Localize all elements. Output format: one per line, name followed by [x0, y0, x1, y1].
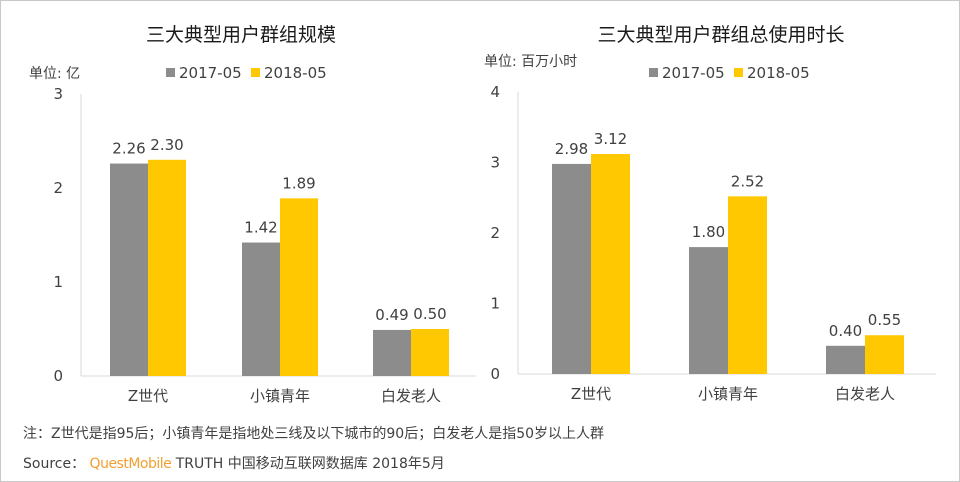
bar-2017-05	[373, 329, 411, 376]
y-tick-label: 2	[490, 224, 500, 242]
legend-label: 2017-05	[179, 64, 242, 82]
data-label: 1.80	[692, 223, 725, 241]
bar-2018-05	[280, 198, 318, 376]
x-tick-label: Z世代	[571, 385, 611, 403]
legend-label: 2017-05	[662, 64, 725, 82]
y-axis-unit-label: 单位: 百万小时	[484, 54, 577, 70]
y-tick-label: 0	[53, 367, 63, 385]
source-label: Source：	[23, 456, 86, 472]
data-label: 2.98	[555, 140, 588, 158]
chart-title: 三大典型用户群组总使用时长	[597, 24, 844, 46]
footnote: 注：Z世代是指95后；小镇青年是指地处三线及以下城市的90后；白发老人是指50岁…	[23, 426, 605, 442]
y-tick-label: 4	[490, 83, 500, 101]
data-label: 1.89	[282, 174, 315, 192]
x-tick-label: 小镇青年	[698, 385, 758, 403]
data-label: 2.30	[150, 136, 183, 154]
legend-swatch	[734, 68, 743, 77]
x-tick-label: 白发老人	[381, 387, 441, 405]
data-label: 0.55	[868, 311, 901, 329]
bar-2017-05	[826, 345, 865, 374]
bar-2018-05	[728, 196, 767, 374]
data-label: 0.40	[829, 322, 862, 340]
y-tick-label: 1	[490, 295, 500, 313]
bar-2018-05	[148, 159, 186, 376]
chart-title: 三大典型用户群组规模	[146, 24, 336, 46]
y-tick-label: 0	[490, 365, 500, 383]
data-label: 2.26	[112, 140, 145, 158]
bar-2018-05	[411, 329, 449, 376]
x-tick-label: 小镇青年	[250, 387, 310, 405]
y-tick-label: 3	[490, 154, 500, 172]
x-tick-label: 白发老人	[835, 385, 895, 403]
source-line: Source： QuestMobile TRUTH 中国移动互联网数据库 201…	[23, 453, 445, 473]
data-label: 0.49	[375, 306, 408, 324]
brand-logo-text: QuestMobile	[89, 456, 172, 472]
bar-2018-05	[865, 335, 904, 374]
legend-swatch	[251, 68, 260, 77]
x-tick-label: Z世代	[128, 387, 168, 405]
data-label: 3.12	[594, 130, 627, 148]
y-tick-label: 1	[53, 273, 63, 291]
legend-swatch	[166, 68, 175, 77]
legend-label: 2018-05	[264, 64, 327, 82]
data-label: 0.50	[413, 305, 446, 323]
bar-2017-05	[242, 242, 280, 376]
bar-2018-05	[591, 154, 630, 374]
y-tick-label: 2	[53, 179, 63, 197]
y-axis-unit-label: 单位: 亿	[29, 66, 80, 82]
legend-swatch	[649, 68, 658, 77]
bar-2017-05	[689, 247, 728, 374]
bar-2017-05	[552, 163, 591, 374]
data-label: 1.42	[244, 219, 277, 237]
bar-2017-05	[110, 163, 148, 376]
y-tick-label: 3	[53, 85, 63, 103]
data-label: 2.52	[731, 172, 764, 190]
legend-label: 2018-05	[747, 64, 810, 82]
source-text: TRUTH 中国移动互联网数据库 2018年5月	[175, 456, 445, 472]
